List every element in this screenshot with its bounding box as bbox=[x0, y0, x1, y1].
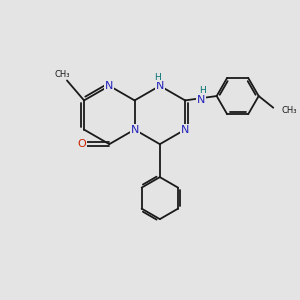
Text: CH₃: CH₃ bbox=[55, 70, 70, 79]
Text: H: H bbox=[199, 86, 206, 95]
Text: N: N bbox=[156, 81, 164, 91]
Text: CH₃: CH₃ bbox=[281, 106, 297, 115]
Text: O: O bbox=[78, 139, 87, 149]
Text: N: N bbox=[197, 95, 205, 105]
Text: N: N bbox=[105, 81, 113, 91]
Text: N: N bbox=[181, 124, 189, 135]
Text: N: N bbox=[130, 124, 139, 135]
Text: H: H bbox=[154, 73, 161, 82]
